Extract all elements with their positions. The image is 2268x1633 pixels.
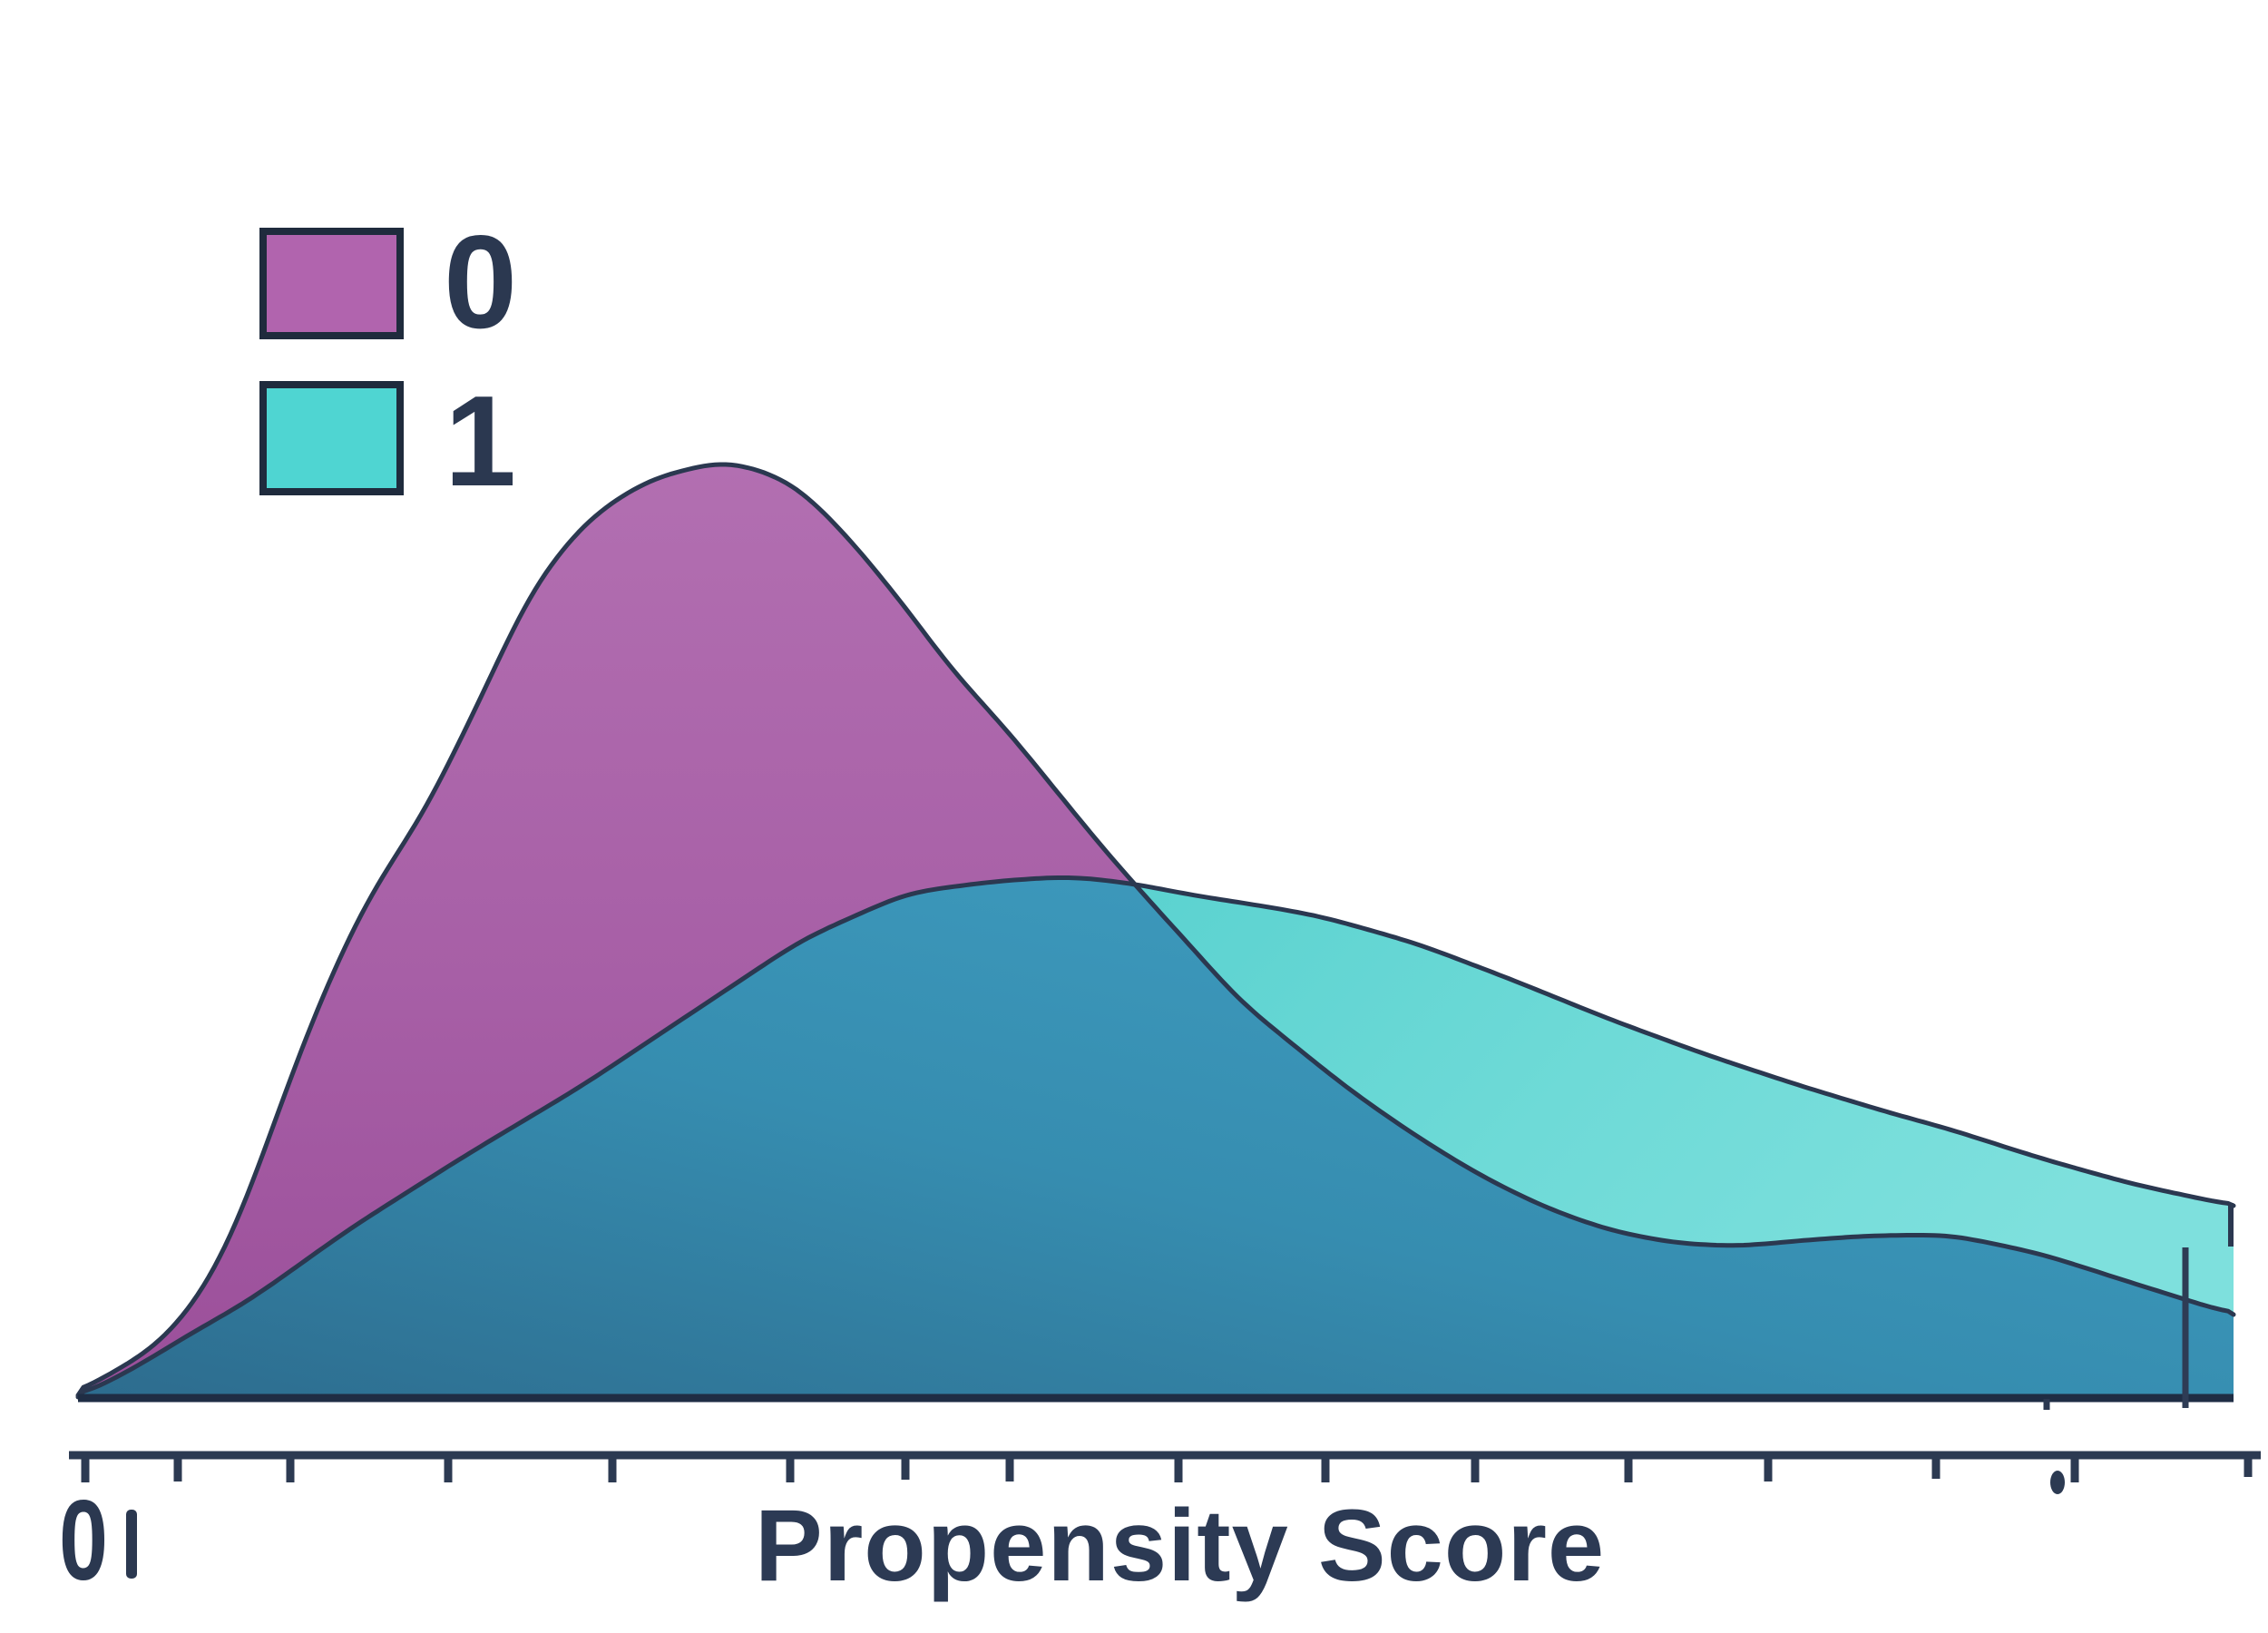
svg-text:0: 0: [444, 208, 517, 356]
svg-text:1: 1: [445, 369, 516, 513]
svg-text:Propensity Score: Propensity Score: [755, 1489, 1605, 1602]
svg-text:0: 0: [59, 1478, 108, 1604]
